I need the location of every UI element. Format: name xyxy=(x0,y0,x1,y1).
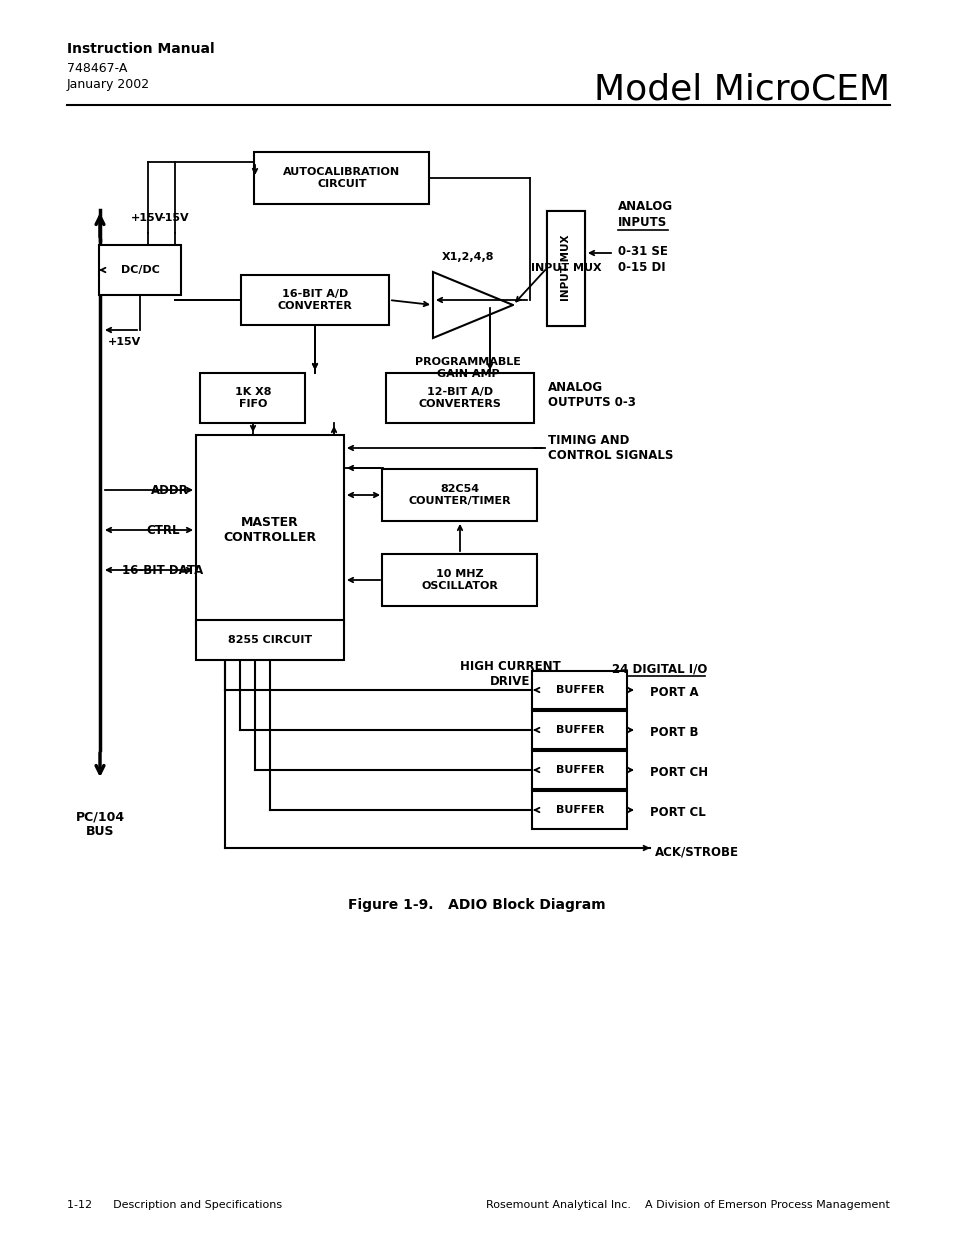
Bar xyxy=(382,469,537,521)
Text: TIMING AND
CONTROL SIGNALS: TIMING AND CONTROL SIGNALS xyxy=(547,433,673,462)
Text: January 2002: January 2002 xyxy=(67,78,150,91)
Bar xyxy=(195,620,344,659)
Text: 16-BIT A/D
CONVERTER: 16-BIT A/D CONVERTER xyxy=(277,289,352,311)
Bar xyxy=(99,245,181,295)
Bar xyxy=(532,671,627,709)
Text: PORT CH: PORT CH xyxy=(649,766,707,778)
Bar xyxy=(386,373,534,424)
Text: 16-BIT DATA: 16-BIT DATA xyxy=(122,563,203,577)
Bar xyxy=(241,275,389,325)
Text: ANALOG
OUTPUTS 0-3: ANALOG OUTPUTS 0-3 xyxy=(547,382,636,409)
Text: PORT B: PORT B xyxy=(649,725,698,739)
Bar xyxy=(382,555,537,606)
Text: ADDR: ADDR xyxy=(151,483,189,496)
Text: Figure 1-9.   ADIO Block Diagram: Figure 1-9. ADIO Block Diagram xyxy=(348,898,605,911)
Text: 8255 CIRCUIT: 8255 CIRCUIT xyxy=(228,635,312,645)
Text: BUFFER: BUFFER xyxy=(556,805,603,815)
Text: 82C54
COUNTER/TIMER: 82C54 COUNTER/TIMER xyxy=(408,484,511,506)
Text: INPUT MUX: INPUT MUX xyxy=(560,235,571,301)
Bar xyxy=(532,711,627,748)
Text: 748467-A: 748467-A xyxy=(67,62,128,75)
Polygon shape xyxy=(433,272,513,338)
Bar xyxy=(254,152,429,204)
Text: 0-31 SE: 0-31 SE xyxy=(618,245,667,258)
Text: X1,2,4,8: X1,2,4,8 xyxy=(441,252,494,262)
Text: 12-BIT A/D
CONVERTERS: 12-BIT A/D CONVERTERS xyxy=(418,388,501,409)
Text: 10 MHZ
OSCILLATOR: 10 MHZ OSCILLATOR xyxy=(421,569,497,590)
Text: BUFFER: BUFFER xyxy=(556,685,603,695)
Text: 1K X8
FIFO: 1K X8 FIFO xyxy=(234,388,271,409)
Text: BUFFER: BUFFER xyxy=(556,764,603,776)
Bar xyxy=(546,210,584,326)
Text: PORT A: PORT A xyxy=(649,685,698,699)
Text: HIGH CURRENT
DRIVE: HIGH CURRENT DRIVE xyxy=(459,659,559,688)
Text: DC/DC: DC/DC xyxy=(120,266,159,275)
Text: +15V: +15V xyxy=(108,337,141,347)
Text: 1-12      Description and Specifications: 1-12 Description and Specifications xyxy=(67,1200,282,1210)
Text: Model MicroCEM: Model MicroCEM xyxy=(594,72,889,106)
Bar xyxy=(532,790,627,829)
Bar xyxy=(546,210,584,326)
Text: INPUTS: INPUTS xyxy=(618,216,666,228)
Text: ACK/STROBE: ACK/STROBE xyxy=(655,846,739,858)
Bar xyxy=(200,373,305,424)
Text: BUFFER: BUFFER xyxy=(556,725,603,735)
Text: +15V: +15V xyxy=(132,212,165,224)
Text: Instruction Manual: Instruction Manual xyxy=(67,42,214,56)
Bar xyxy=(532,751,627,789)
Text: 24 DIGITAL I/O: 24 DIGITAL I/O xyxy=(612,662,707,676)
Text: CTRL: CTRL xyxy=(146,524,179,536)
Text: MASTER
CONTROLLER: MASTER CONTROLLER xyxy=(223,516,316,543)
Text: PROGRAMMABLE
GAIN AMP: PROGRAMMABLE GAIN AMP xyxy=(415,357,520,379)
Text: PORT CL: PORT CL xyxy=(649,805,705,819)
Text: 0-15 DI: 0-15 DI xyxy=(618,261,665,274)
Text: AUTOCALIBRATION
CIRCUIT: AUTOCALIBRATION CIRCUIT xyxy=(283,167,400,189)
Text: -15V: -15V xyxy=(160,212,189,224)
Bar xyxy=(195,435,344,625)
Text: Rosemount Analytical Inc.    A Division of Emerson Process Management: Rosemount Analytical Inc. A Division of … xyxy=(486,1200,889,1210)
Text: INPUT MUX: INPUT MUX xyxy=(530,263,600,273)
Text: PC/104
BUS: PC/104 BUS xyxy=(75,810,125,839)
Text: ANALOG: ANALOG xyxy=(618,200,673,212)
